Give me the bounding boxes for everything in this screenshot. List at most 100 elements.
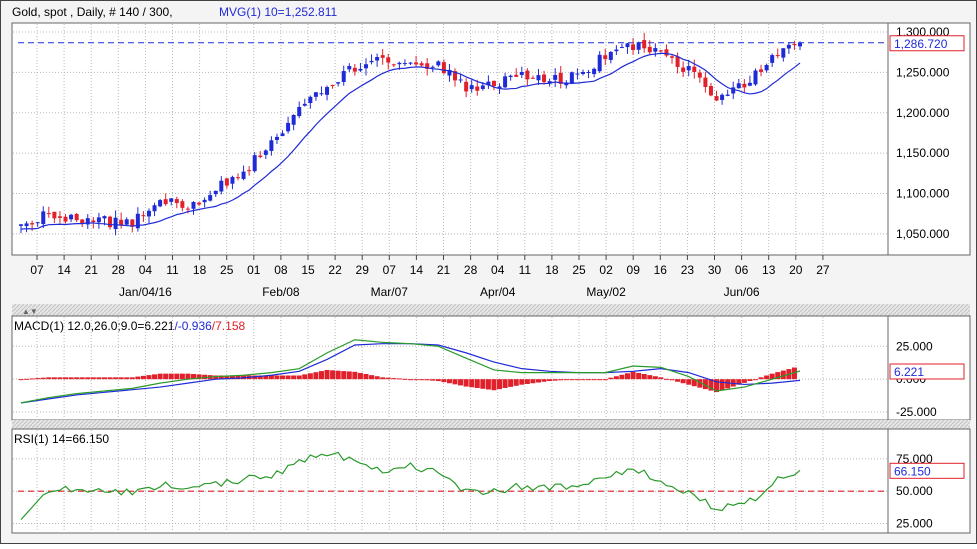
candle-body [497,86,502,89]
candle-body [313,92,318,97]
macd-histogram-bar [213,375,219,380]
macd-histogram-bar [591,379,597,381]
candle-body [453,71,458,81]
candle-body [642,40,647,49]
candle-body [325,87,330,95]
last-price-value: 1,286.720 [894,37,948,51]
macd-histogram-bar [129,377,135,380]
date-month-label: Jan/04/16 [119,285,172,299]
candlestick-series [19,32,802,236]
macd-histogram-bar [463,379,469,387]
macd-histogram-bar [563,379,569,381]
candle-body [681,67,686,72]
candle-body [486,81,491,86]
macd-histogram-bar [118,377,124,380]
candle-body [124,219,129,225]
macd-line [20,339,801,404]
moving-average-line [20,52,801,230]
macd-histogram-bar [185,373,191,380]
macd-histogram-bar [424,379,430,381]
candle-body [41,211,46,225]
candle-body [586,71,591,73]
date-day-label: 21 [85,263,99,277]
macd-histogram-bar [57,377,63,380]
candle-body [280,133,285,137]
macd-histogram-bar [441,379,447,383]
macd-histogram-bar [291,375,297,380]
candle-body [547,81,552,84]
macd-histogram-bar [68,377,74,380]
candle-body [286,122,291,132]
macd-histogram-bar [775,372,781,380]
macd-histogram-bar [558,379,564,381]
rsi-y-axis: 75.000 50.000 25.000 [896,452,933,531]
macd-histogram-bar [491,379,497,391]
candle-body [258,155,263,158]
macd-histogram-bar [480,379,486,389]
macd-histogram-bar [508,379,514,387]
macd-histogram-bar [335,370,341,380]
candle-body [536,75,541,81]
candle-body [352,67,357,72]
candle-body [397,62,402,65]
date-day-label: 07 [383,263,397,277]
macd-histogram-bar [385,377,391,380]
macd-histogram-bar [274,375,280,380]
macd-histogram-bar [51,377,57,380]
rsi-y-tick-label: 50.000 [896,484,933,498]
macd-histogram-bar [769,373,775,380]
macd-histogram-bar [313,372,319,380]
macd-histogram-bar [669,379,675,381]
macd-histogram-bar [374,376,380,380]
macd-histogram-bar [630,371,636,380]
candle-body [180,201,185,208]
candle-body [135,213,140,229]
macd-histogram-bar [641,374,647,380]
candle-body [185,208,190,210]
date-day-label: 29 [356,263,370,277]
macd-histogram-bar [280,375,286,380]
collapse-arrows-icon[interactable]: ▲▼ [22,307,38,316]
macd-histogram-bar [357,372,363,380]
date-day-label: 28 [464,263,478,277]
macd-histogram-bar [530,379,536,384]
macd-y-tick-label: -25.000 [896,405,937,419]
candle-body [263,150,268,155]
candle-body [69,214,74,220]
candle-body [174,199,179,204]
macd-histogram-bar [469,379,475,388]
candle-body [736,83,741,89]
macd-histogram-bar [396,378,402,380]
macd-histogram-bar [519,379,525,385]
candle-body [85,218,90,225]
rsi-pane-separator[interactable] [12,420,970,429]
candle-body [391,64,396,66]
macd-histogram-bar [157,373,163,380]
rsi-axis-area [887,428,971,534]
candle-body [347,66,352,70]
candle-body [464,81,469,92]
candle-body [163,199,168,205]
candle-body [208,195,213,201]
candle-body [336,82,341,84]
candle-body [781,48,786,58]
date-day-label: 01 [247,263,261,277]
candle-body [269,140,274,151]
macd-histogram-bar [135,376,141,380]
macd-histogram-bar [196,374,202,380]
candle-body [714,96,719,101]
candle-body [369,60,374,63]
macd-histogram-bar [18,379,24,381]
date-day-label: 06 [735,263,749,277]
candle-body [414,62,419,65]
candle-body [46,213,51,215]
macd-histogram-bar [107,377,113,380]
candle-body [480,85,485,89]
candle-body [764,64,769,71]
candle-body [619,47,624,49]
macd-pane-separator[interactable] [12,304,970,316]
date-day-label: 11 [519,263,532,277]
candle-body [530,77,535,79]
macd-histogram-bar [146,375,152,380]
candle-body [631,44,636,51]
